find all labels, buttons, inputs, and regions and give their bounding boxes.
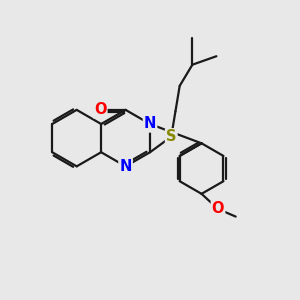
Text: S: S: [166, 129, 176, 144]
Text: O: O: [212, 202, 224, 217]
Text: N: N: [119, 159, 132, 174]
Text: N: N: [144, 116, 156, 131]
Text: O: O: [94, 102, 106, 117]
